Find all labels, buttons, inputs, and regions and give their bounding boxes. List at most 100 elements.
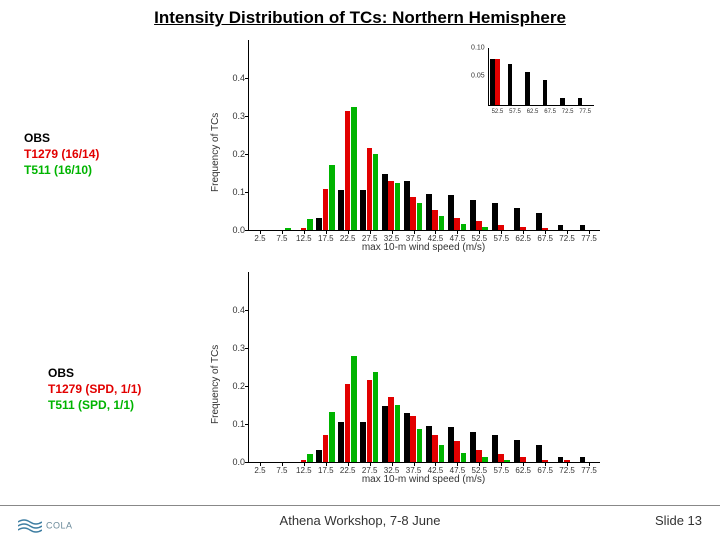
bar-t511 [439, 216, 445, 230]
bar-obs [514, 440, 520, 462]
bar-t511 [439, 445, 445, 462]
y-axis-label: Frequency of TCs [210, 78, 221, 192]
bar-t511 [504, 460, 510, 462]
bar-t1279 [454, 218, 460, 230]
bar-obs [580, 225, 586, 230]
legend-bottom: OBST1279 (SPD, 1/1)T511 (SPD, 1/1) [48, 365, 141, 414]
bar-t511 [482, 227, 488, 230]
page-title: Intensity Distribution of TCs: Northern … [0, 8, 720, 28]
bar-t511 [285, 228, 291, 230]
ytick-label: 0.4 [232, 305, 245, 315]
legend-item-t1279: T1279 (SPD, 1/1) [48, 381, 141, 397]
legend-item-t1279: T1279 (16/14) [24, 146, 99, 162]
bar-obs [426, 194, 432, 230]
bar-t1279 [454, 441, 460, 462]
plot-area: 0.00.10.20.30.42.57.512.517.522.527.532.… [248, 40, 600, 231]
bar-obs [580, 457, 586, 462]
bar-t1279 [498, 454, 504, 462]
bar-obs [338, 422, 344, 462]
legend-item-t511: T511 (16/10) [24, 162, 99, 178]
ytick-label: 0.0 [232, 457, 245, 467]
footer-divider [0, 505, 720, 506]
ytick-label: 0.2 [232, 381, 245, 391]
bar-t511 [307, 219, 313, 230]
bar-obs [448, 427, 454, 462]
bar-t1279 [432, 210, 438, 230]
plot-area: 0.00.10.20.30.42.57.512.517.522.527.532.… [248, 272, 600, 463]
bar-t511 [329, 165, 335, 230]
bar-t1279 [301, 460, 307, 462]
bar-obs [426, 426, 432, 462]
bar-t1279 [520, 227, 526, 230]
bar-obs [382, 174, 388, 230]
bar-obs [514, 208, 520, 230]
bar-t1279 [367, 380, 373, 462]
bar-t1279 [542, 460, 548, 462]
bar-t511 [329, 412, 335, 462]
bar-obs [404, 181, 410, 230]
bar-obs [316, 450, 322, 462]
bar-obs [360, 422, 366, 462]
bar-t511 [461, 453, 467, 462]
bar-obs [382, 406, 388, 462]
bar-t511 [351, 356, 357, 462]
bar-t1279 [564, 460, 570, 462]
bar-t1279 [345, 111, 351, 230]
ytick-label: 0.1 [232, 187, 245, 197]
bar-t511 [395, 405, 401, 462]
legend-item-t511: T511 (SPD, 1/1) [48, 397, 141, 413]
bar-t511 [351, 107, 357, 230]
bar-obs [558, 457, 564, 462]
bar-obs [536, 445, 542, 462]
bar-obs [404, 413, 410, 462]
bar-obs [360, 190, 366, 230]
legend-item-obs: OBS [24, 130, 99, 146]
chart-top: 0.00.10.20.30.42.57.512.517.522.527.532.… [210, 36, 603, 254]
bar-t511 [461, 224, 467, 230]
bar-t1279 [476, 450, 482, 462]
bar-t1279 [388, 397, 394, 462]
legend-item-obs: OBS [48, 365, 141, 381]
y-axis-label: Frequency of TCs [210, 310, 221, 424]
ytick-label: 0.3 [232, 343, 245, 353]
bar-t511 [417, 203, 423, 230]
bar-t511 [307, 454, 313, 462]
chart-bottom: 0.00.10.20.30.42.57.512.517.522.527.532.… [210, 268, 603, 486]
bar-t1279 [367, 148, 373, 230]
bar-obs [492, 435, 498, 462]
bar-t1279 [323, 435, 329, 462]
bar-t1279 [323, 189, 329, 230]
bar-t511 [417, 429, 423, 462]
bar-t1279 [301, 228, 307, 230]
footer-center: Athena Workshop, 7-8 June [0, 513, 720, 528]
bar-t1279 [520, 457, 526, 462]
footer-right-slide-number: Slide 13 [655, 513, 702, 528]
bar-obs [470, 432, 476, 462]
bar-t1279 [476, 221, 482, 230]
bar-t511 [395, 183, 401, 230]
bar-obs [536, 213, 542, 230]
bar-obs [316, 218, 322, 230]
bar-obs [492, 203, 498, 230]
bar-t511 [373, 372, 379, 462]
slide: Intensity Distribution of TCs: Northern … [0, 0, 720, 540]
ytick-label: 0.4 [232, 73, 245, 83]
ytick-label: 0.0 [232, 225, 245, 235]
inset-plot: 0.050.1052.557.562.567.572.577.5 [488, 48, 594, 106]
ytick-label: 0.1 [232, 419, 245, 429]
bar-t1279 [410, 416, 416, 462]
x-axis-label: max 10-m wind speed (m/s) [248, 242, 599, 253]
legend-top: OBST1279 (16/14)T511 (16/10) [24, 130, 99, 179]
bar-obs [558, 225, 564, 230]
bar-obs [448, 195, 454, 230]
bar-obs [338, 190, 344, 230]
x-axis-label: max 10-m wind speed (m/s) [248, 474, 599, 485]
bar-t511 [373, 154, 379, 230]
bar-t511 [482, 457, 488, 462]
bar-t1279 [542, 228, 548, 230]
bar-t1279 [388, 181, 394, 230]
bar-t1279 [345, 384, 351, 462]
bar-obs [470, 200, 476, 230]
ytick-label: 0.3 [232, 111, 245, 121]
ytick-label: 0.2 [232, 149, 245, 159]
